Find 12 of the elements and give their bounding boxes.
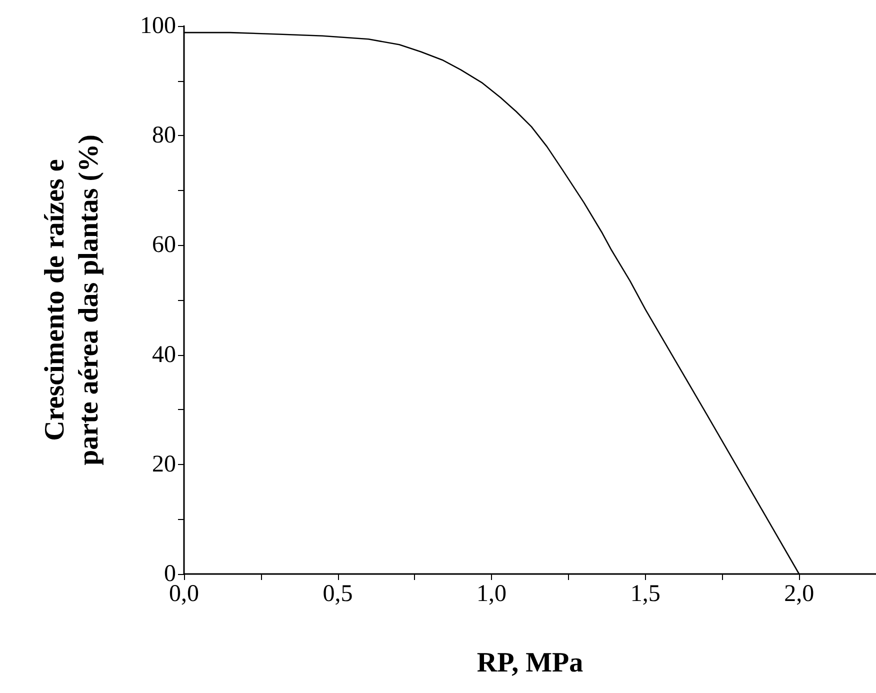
x-axis-title: RP, MPa (476, 648, 584, 678)
x-tick-label: 0,5 (322, 581, 353, 607)
y-tick-label: 20 (152, 451, 176, 478)
y-tick-label: 100 (140, 13, 176, 39)
y-tick-label: 80 (152, 122, 176, 149)
x-tick-label: 1,0 (476, 581, 507, 607)
x-tick-label: 1,5 (630, 581, 660, 607)
y-axis-title: Crescimento de raízes e parte aérea das plantas (%) (40, 134, 104, 466)
x-tick-label: 0,0 (169, 581, 199, 607)
y-tick-label: 60 (152, 232, 176, 258)
x-tick-label: 2,0 (784, 581, 814, 607)
y-tick-label: 40 (152, 342, 176, 368)
